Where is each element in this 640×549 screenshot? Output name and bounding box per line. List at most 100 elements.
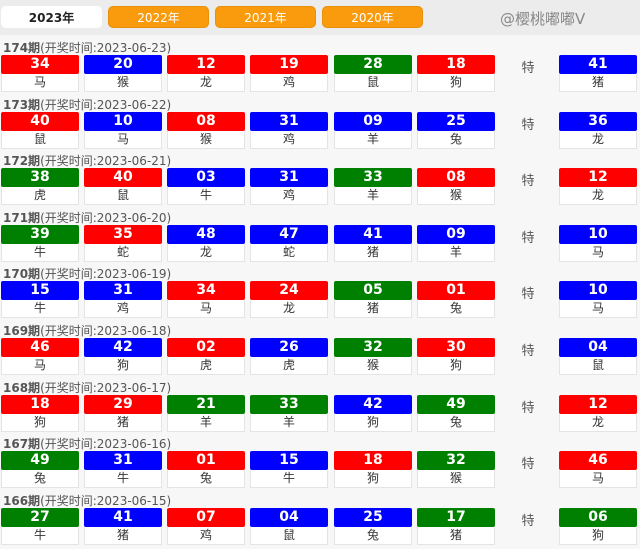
tab-year-2023[interactable]: 2023年 <box>1 6 102 28</box>
special-label: 特 <box>521 513 535 529</box>
ball-zodiac: 狗 <box>559 526 637 545</box>
ball: 41 猪 <box>334 224 412 262</box>
draw-header: 171期(开奖时间:2023-06-20) <box>3 209 171 226</box>
ball-zodiac: 鸡 <box>250 187 328 206</box>
ball: 40 鼠 <box>84 168 162 206</box>
special-ball: 36 龙 <box>559 111 637 149</box>
ball-number: 31 <box>84 281 162 301</box>
draw-date: (开奖时间:2023-06-17) <box>40 380 172 395</box>
special-ball: 12 龙 <box>559 168 637 206</box>
period-number: 170期 <box>3 267 41 282</box>
ball-zodiac: 牛 <box>1 243 79 262</box>
ball: 27 牛 <box>1 507 79 545</box>
ball-number: 41 <box>84 507 162 527</box>
ball: 24 龙 <box>250 281 328 319</box>
ball-zodiac: 鼠 <box>250 526 328 545</box>
ball: 29 猪 <box>84 394 162 432</box>
ball: 32 猴 <box>417 451 495 489</box>
ball: 31 鸡 <box>84 281 162 319</box>
ball-number: 12 <box>167 55 245 74</box>
special-label: 特 <box>521 344 535 359</box>
ball-number: 12 <box>559 394 637 414</box>
watermark: @樱桃嘟嘟V <box>500 10 586 28</box>
ball-zodiac: 兔 <box>417 130 495 149</box>
ball-zodiac: 马 <box>1 74 79 92</box>
ball-number: 17 <box>417 507 495 527</box>
ball-number: 30 <box>417 338 495 357</box>
ball-number: 12 <box>559 168 637 188</box>
ball-number: 10 <box>84 111 162 131</box>
ball: 25 兔 <box>417 111 495 149</box>
ball-zodiac: 猪 <box>84 526 162 545</box>
ball-zodiac: 龙 <box>559 413 637 432</box>
ball-zodiac: 虎 <box>250 357 328 375</box>
ball-zodiac: 羊 <box>417 243 495 262</box>
ball: 34 马 <box>1 55 79 92</box>
ball-number: 31 <box>250 111 328 131</box>
draw-date: (开奖时间:2023-06-23) <box>40 41 172 55</box>
special-ball: 46 马 <box>559 451 637 489</box>
ball-zodiac: 马 <box>559 470 637 489</box>
draw-row: 174期(开奖时间:2023-06-23) 34 马 20 猴 12 龙 19 鸡 28 鼠 18 狗特… <box>0 37 640 94</box>
tab-year-2022[interactable]: 2022年 <box>108 6 209 28</box>
draw-row: 173期(开奖时间:2023-06-22) 40 鼠 10 马 08 猴 31 鸡 09 羊 25 兔特… <box>0 94 640 151</box>
ball: 32 猴 <box>334 338 412 375</box>
ball-number: 31 <box>250 168 328 188</box>
ball-number: 07 <box>167 507 245 527</box>
ball-zodiac: 虎 <box>167 357 245 375</box>
ball: 15 牛 <box>1 281 79 319</box>
ball-zodiac: 马 <box>559 300 637 319</box>
ball-zodiac: 狗 <box>1 413 79 432</box>
draw-header: 168期(开奖时间:2023-06-17) <box>3 379 171 396</box>
ball-number: 39 <box>1 224 79 244</box>
ball: 47 蛇 <box>250 224 328 262</box>
special-ball: 04 鼠 <box>559 338 637 375</box>
ball-zodiac: 鼠 <box>1 130 79 149</box>
ball-number: 34 <box>167 281 245 301</box>
ball-zodiac: 龙 <box>559 130 637 149</box>
ball: 48 龙 <box>167 224 245 262</box>
ball: 26 虎 <box>250 338 328 375</box>
ball-zodiac: 猪 <box>334 300 412 319</box>
ball-zodiac: 龙 <box>167 74 245 92</box>
ball-number: 38 <box>1 168 79 188</box>
ball: 07 鸡 <box>167 507 245 545</box>
year-tabs: 2023年 2022年 2021年 2020年 <box>0 0 640 35</box>
draw-row: 172期(开奖时间:2023-06-21) 38 虎 40 鼠 03 牛 31 鸡 33 羊 08 猴特… <box>0 150 640 207</box>
ball-zodiac: 狗 <box>417 357 495 375</box>
ball-number: 20 <box>84 55 162 74</box>
ball: 05 猪 <box>334 281 412 319</box>
ball-zodiac: 龙 <box>167 243 245 262</box>
ball-zodiac: 狗 <box>84 357 162 375</box>
ball-number: 32 <box>334 338 412 357</box>
draw-header: 169期(开奖时间:2023-06-18) <box>3 322 171 339</box>
ball-zodiac: 兔 <box>1 470 79 489</box>
special-label: 特 <box>521 400 535 416</box>
ball: 10 马 <box>84 111 162 149</box>
ball: 39 牛 <box>1 224 79 262</box>
ball-number: 25 <box>417 111 495 131</box>
tab-year-2021[interactable]: 2021年 <box>215 6 316 28</box>
ball-number: 09 <box>417 224 495 244</box>
ball: 15 牛 <box>250 451 328 489</box>
ball-number: 05 <box>334 281 412 301</box>
ball-number: 10 <box>559 281 637 301</box>
ball-zodiac: 鼠 <box>84 187 162 206</box>
ball-number: 42 <box>84 338 162 357</box>
ball-number: 46 <box>1 338 79 357</box>
ball-zodiac: 猪 <box>84 413 162 432</box>
ball-number: 35 <box>84 224 162 244</box>
ball: 08 猴 <box>417 168 495 206</box>
ball: 49 兔 <box>1 451 79 489</box>
ball: 03 牛 <box>167 168 245 206</box>
tab-year-2020[interactable]: 2020年 <box>322 6 423 28</box>
ball-number: 08 <box>417 168 495 188</box>
draw-date: (开奖时间:2023-06-15) <box>40 493 172 508</box>
ball-zodiac: 兔 <box>417 413 495 432</box>
ball: 02 虎 <box>167 338 245 375</box>
ball-number: 09 <box>334 111 412 131</box>
ball: 28 鼠 <box>334 55 412 92</box>
ball-zodiac: 牛 <box>84 470 162 489</box>
ball-number: 31 <box>84 451 162 471</box>
ball-number: 49 <box>1 451 79 471</box>
